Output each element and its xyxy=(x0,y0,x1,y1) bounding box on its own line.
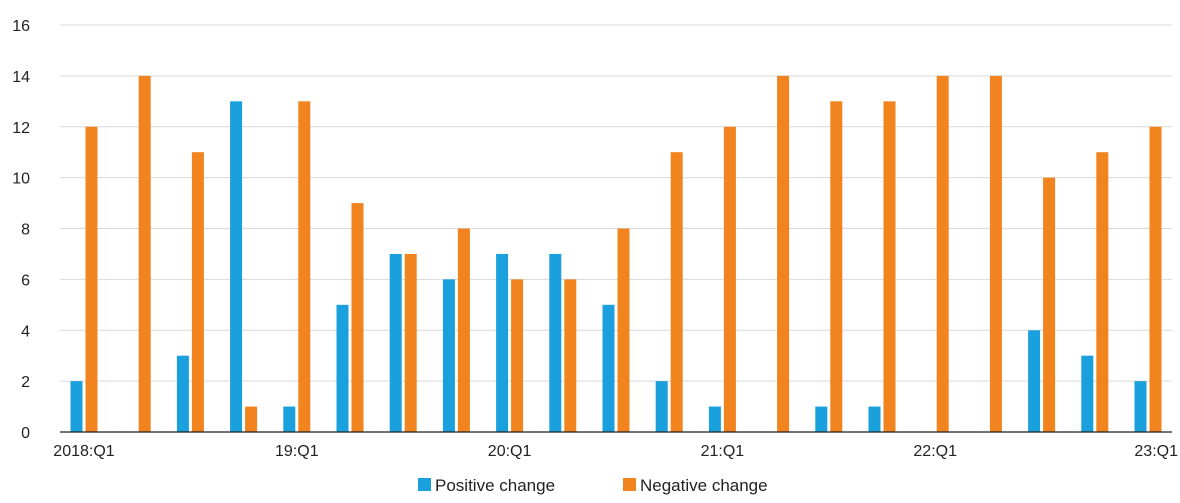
positive-change-bar-2019:Q3 xyxy=(389,253,402,432)
positive-change-bar-2019:Q4 xyxy=(442,279,455,433)
negative-change-bar-2019:Q3 xyxy=(404,253,417,432)
y-tick-label: 2 xyxy=(21,374,30,391)
positive-change-bar-2018:Q3 xyxy=(176,355,189,432)
negative-change-bar-20:Q1 xyxy=(511,279,524,433)
positive-change-bar-2020:Q2 xyxy=(549,253,562,432)
positive-change-bar-2022:Q4 xyxy=(1081,355,1094,432)
x-axis: 2018:Q1 19:Q1 20:Q1 21:Q1 22:Q1 23:Q1 xyxy=(53,443,1178,460)
positive-change-bar-2021:Q4 xyxy=(868,406,881,432)
negative-change-bar-2019:Q4 xyxy=(457,228,470,432)
negative-change-bar-2019:Q2 xyxy=(351,203,364,432)
legend-label-positive: Positive change xyxy=(435,476,555,495)
positive-change-bar-2021:Q3 xyxy=(815,406,828,432)
negative-change-bar-2018:Q3 xyxy=(191,152,204,432)
y-tick-label: 14 xyxy=(12,69,30,86)
positive-change-bar-2020:Q4 xyxy=(655,381,668,433)
negative-change-bar-22:Q1 xyxy=(936,75,949,433)
x-tick-label: 19:Q1 xyxy=(275,443,319,460)
positive-change-bar-2022:Q3 xyxy=(1028,330,1041,432)
negative-change-bar-2022:Q3 xyxy=(1043,177,1056,433)
legend: Positive change Negative change xyxy=(418,476,768,495)
negative-change-bar-2020:Q4 xyxy=(670,152,683,432)
x-tick-label: 22:Q1 xyxy=(913,443,957,460)
y-tick-label: 6 xyxy=(21,272,30,289)
positive-change-bar-2018:Q4 xyxy=(230,101,243,432)
legend-swatch-negative xyxy=(623,478,636,491)
gridlines xyxy=(60,24,1172,382)
positive-change-bar-2018:Q1 xyxy=(70,381,83,433)
x-tick-label: 2018:Q1 xyxy=(53,443,114,460)
negative-change-bar-21:Q1 xyxy=(723,126,736,432)
legend-label-negative: Negative change xyxy=(640,476,768,495)
y-tick-label: 8 xyxy=(21,222,30,239)
x-tick-label: 21:Q1 xyxy=(701,443,745,460)
y-tick-label: 12 xyxy=(12,120,30,137)
positive-change-bar-2019:Q2 xyxy=(336,304,349,432)
x-tick-label: 23:Q1 xyxy=(1134,443,1178,460)
negative-change-bar-23:Q1 xyxy=(1149,126,1162,432)
y-tick-label: 16 xyxy=(12,18,30,35)
positive-change-bar-23:Q1 xyxy=(1134,381,1147,433)
negative-change-bar-2018:Q1 xyxy=(85,126,98,432)
positive-change-bar-19:Q1 xyxy=(283,406,296,432)
y-tick-label: 10 xyxy=(12,171,30,188)
positive-change-bar-2020:Q3 xyxy=(602,304,615,432)
negative-change-bar-2020:Q3 xyxy=(617,228,630,432)
negative-change-bar-2021:Q3 xyxy=(830,101,843,432)
legend-swatch-positive xyxy=(418,478,431,491)
y-tick-label: 4 xyxy=(21,323,30,340)
negative-change-bar-2021:Q2 xyxy=(777,75,790,433)
positive-change-bar-21:Q1 xyxy=(708,406,721,432)
negative-change-bar-2021:Q4 xyxy=(883,101,896,432)
negative-change-bar-19:Q1 xyxy=(298,101,311,432)
positive-change-bar-20:Q1 xyxy=(496,253,509,432)
y-axis: 0 2 4 6 8 10 12 14 16 xyxy=(12,18,30,442)
bars xyxy=(70,75,1162,433)
negative-change-bar-2022:Q4 xyxy=(1096,152,1109,432)
negative-change-bar-2022:Q2 xyxy=(989,75,1002,433)
x-tick-label: 20:Q1 xyxy=(488,443,532,460)
y-tick-label: 0 xyxy=(21,425,30,442)
negative-change-bar-2018:Q2 xyxy=(138,75,151,433)
negative-change-bar-2020:Q2 xyxy=(564,279,577,433)
negative-change-bar-2018:Q4 xyxy=(245,406,258,432)
